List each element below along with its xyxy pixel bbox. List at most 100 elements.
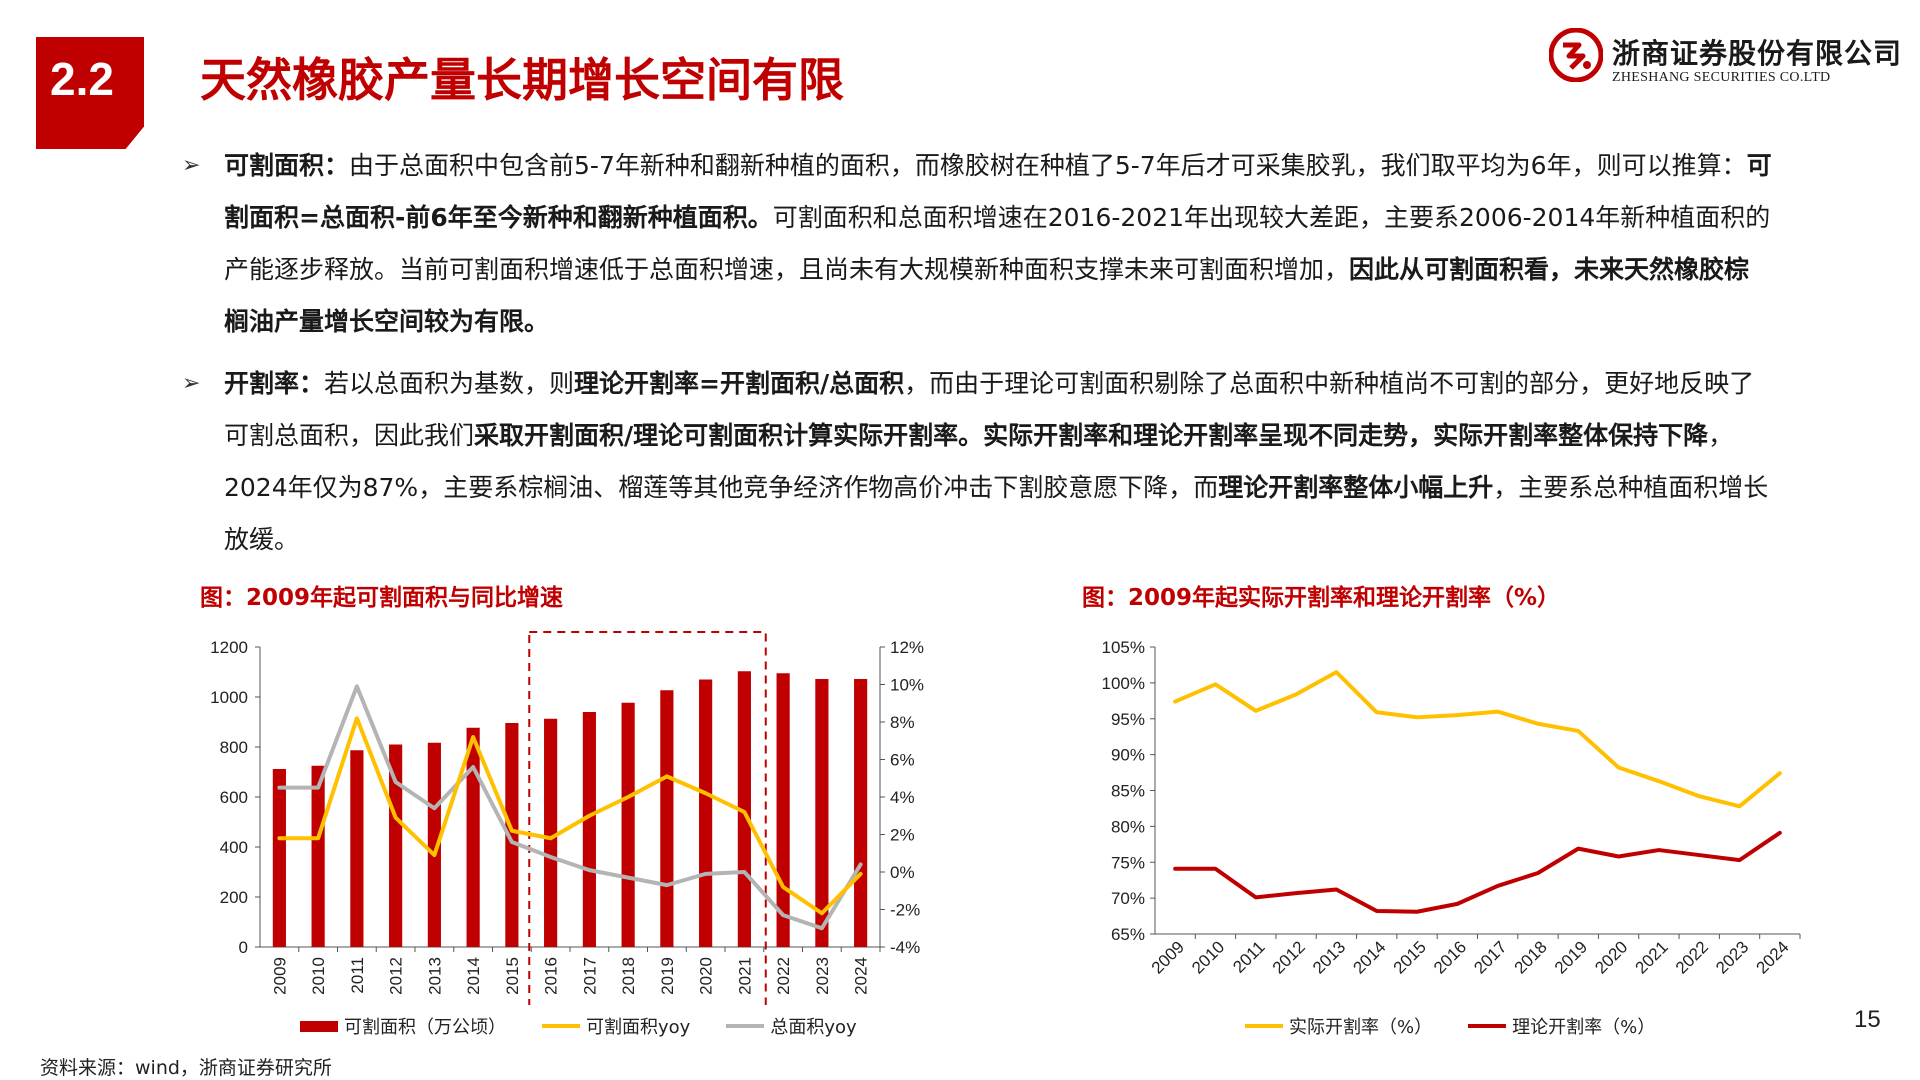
x-tick-label: 2016: [1430, 937, 1470, 977]
bullet-paragraph: 可割面积：由于总面积中包含前5-7年新种和翻新种植的面积，而橡胶树在种植了5-7…: [224, 140, 1772, 348]
x-tick-label: 2020: [1591, 937, 1631, 977]
y-tick-label: 75%: [1111, 853, 1145, 872]
bullet-list: ➢ 可割面积：由于总面积中包含前5-7年新种和翻新种植的面积，而橡胶树在种植了5…: [182, 140, 1772, 576]
bullet-heading: 开割率：: [224, 369, 325, 398]
legend-item: 理论开割率（%）: [1468, 1013, 1655, 1039]
x-tick-label: 2010: [309, 957, 328, 995]
y-left-tick-label: 0: [239, 938, 248, 957]
bar-harvestable-area: [621, 702, 635, 947]
x-tick-label: 2014: [464, 957, 483, 995]
x-tick-label: 2024: [1752, 937, 1792, 977]
y-left-tick-label: 400: [220, 838, 248, 857]
y-right-tick-label: 6%: [890, 751, 915, 770]
legend-item: 可割面积（万公顷）: [300, 1013, 506, 1039]
company-name-cn: 浙商证券股份有限公司: [1612, 37, 1903, 70]
bar-harvestable-area: [466, 727, 480, 947]
bullet-emphasis: 理论开割率=开割面积/总面积: [574, 369, 905, 398]
section-number: 2.2: [50, 53, 114, 105]
tapping-rate-chart: 65%70%75%80%85%90%95%100%105%2009 2010 201…: [1102, 638, 1801, 978]
y-tick-label: 90%: [1111, 746, 1145, 765]
legend-label: 可割面积yoy: [586, 1017, 691, 1038]
x-tick-label: 2017: [580, 957, 599, 995]
legend-label: 总面积yoy: [770, 1017, 857, 1038]
bar-harvestable-area: [854, 679, 868, 947]
x-tick-label: 2018: [1511, 937, 1551, 977]
x-tick-label: 2020: [697, 957, 716, 995]
legend-label: 实际开割率（%）: [1289, 1017, 1433, 1038]
x-tick-label: 2019: [658, 957, 677, 995]
arrow-bullet-icon: ➢: [182, 153, 201, 178]
y-tick-label: 105%: [1102, 638, 1145, 657]
x-tick-label: 2021: [1632, 937, 1672, 977]
y-left-tick-label: 200: [220, 888, 248, 907]
legend-swatch-line: [1468, 1024, 1507, 1028]
right-chart-legend: 实际开割率（%） 理论开割率（%）: [1245, 1013, 1681, 1039]
page-number: 15: [1854, 1006, 1881, 1033]
x-tick-label: 2013: [425, 957, 444, 995]
line-series: [1173, 830, 1782, 914]
x-tick-label: 2021: [735, 957, 754, 995]
x-tick-label: 2018: [619, 957, 638, 995]
x-tick-label: 2011: [1229, 937, 1268, 976]
x-tick-label: 2015: [503, 957, 522, 995]
x-tick-label: 2016: [542, 957, 561, 995]
legend-item: 总面积yoy: [726, 1013, 857, 1039]
bullet-heading: 可割面积：: [224, 151, 350, 180]
source-note: 资料来源：wind，浙商证券研究所: [40, 1057, 332, 1079]
y-left-tick-label: 800: [220, 738, 248, 757]
bullet-text: 若以总面积为基数，则: [324, 369, 575, 398]
line-series: [277, 716, 863, 916]
x-tick-label: 2017: [1470, 937, 1510, 977]
bar-harvestable-area: [427, 742, 441, 947]
x-tick-label: 2023: [813, 957, 832, 995]
y-tick-label: 65%: [1111, 925, 1145, 944]
bar-harvestable-area: [544, 718, 558, 947]
x-tick-label: 2013: [1309, 937, 1349, 977]
bar-harvestable-area: [505, 723, 519, 947]
bar-harvestable-area: [389, 744, 403, 947]
bar-harvestable-area: [582, 712, 596, 947]
legend-swatch-line: [542, 1024, 580, 1028]
bar-harvestable-area: [699, 679, 713, 947]
bullet-text: ，而由于理论可割面积剔除了总面积中新种植尚不可割的部分，更好地反映了可割总面积，…: [224, 369, 1755, 450]
bullet-text: 由于总面积中包含前5-7年新种和翻新种植的面积，而橡胶树在种植了5-7年后才可采…: [349, 151, 1747, 180]
y-right-tick-label: 0%: [890, 863, 915, 882]
bullet-text: ，主要系总种植面积增长放缓。: [224, 473, 1769, 554]
bullet-emphasis: 理论开割率整体小幅上升: [1218, 473, 1494, 502]
line-series: [1173, 670, 1782, 809]
x-tick-label: 2022: [774, 957, 793, 995]
bullet-item-harvestable-area: ➢ 可割面积：由于总面积中包含前5-7年新种和翻新种植的面积，而橡胶树在种植了5…: [182, 140, 1772, 348]
section-badge: [36, 37, 144, 149]
bullet-emphasis: 采取开割面积/理论可割面积计算实际开割率。实际开割率和理论开割率呈现不同走势，实…: [474, 421, 1709, 450]
y-tick-label: 80%: [1111, 817, 1145, 836]
bar-harvestable-area: [660, 690, 674, 947]
y-tick-label: 100%: [1102, 674, 1145, 693]
y-right-tick-label: 10%: [890, 676, 924, 695]
bar-harvestable-area: [350, 750, 364, 947]
harvestable-area-chart: 0 200 400 600 800 1000 1200 -4% -2% 0% 2% 4% 6% 8% 10%…: [210, 631, 924, 1005]
bar-harvestable-area: [776, 673, 790, 947]
legend-item: 可割面积yoy: [542, 1013, 690, 1039]
right-chart-title: 图：2009年起实际开割率和理论开割率（%）: [1082, 585, 1561, 611]
x-tick-label: 2010: [1188, 937, 1228, 977]
y-right-tick-label: -2%: [890, 901, 920, 920]
bar-harvestable-area: [272, 769, 286, 947]
x-tick-label: 2022: [1672, 937, 1712, 977]
y-right-tick-label: -4%: [890, 938, 920, 957]
left-chart-title: 图：2009年起可割面积与同比增速: [200, 585, 564, 611]
y-right-tick-label: 8%: [890, 713, 915, 732]
legend-label: 理论开割率（%）: [1512, 1017, 1656, 1038]
y-right-tick-label: 2%: [890, 826, 915, 845]
x-tick-label: 2024: [852, 957, 871, 995]
y-tick-label: 70%: [1111, 889, 1145, 908]
x-tick-label: 2012: [387, 957, 406, 995]
line-series: [277, 684, 863, 931]
bullet-item-tapping-rate: ➢ 开割率：若以总面积为基数，则理论开割率=开割面积/总面积，而由于理论可割面积…: [182, 358, 1772, 566]
y-right-tick-label: 4%: [890, 788, 915, 807]
legend-item: 实际开割率（%）: [1245, 1013, 1432, 1039]
x-tick-label: 2015: [1390, 937, 1430, 977]
bullet-text: ，2024年仅为87%，主要系棕榈油、榴莲等其他竞争经济作物高价冲击下割胶意愿下…: [224, 421, 1734, 502]
left-chart-legend: 可割面积（万公顷） 可割面积yoy 总面积yoy: [300, 1013, 883, 1039]
y-left-tick-label: 1200: [210, 638, 248, 657]
x-tick-label: 2023: [1712, 937, 1752, 977]
